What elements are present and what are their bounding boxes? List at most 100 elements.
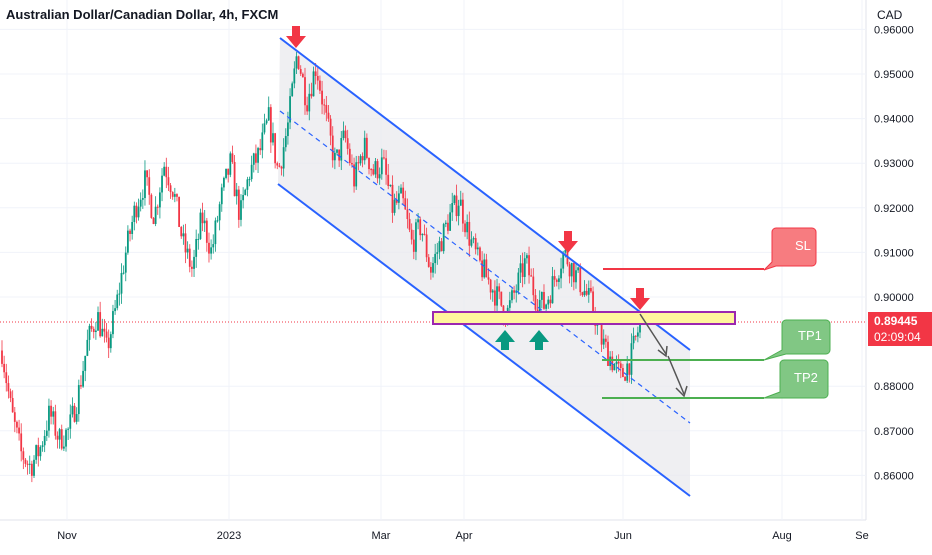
candle-body [212,244,215,248]
candle-body [237,189,240,220]
candle-body [144,170,146,199]
candle-body [609,356,612,366]
candle-body [90,325,93,329]
last-price-badge: 0.89445 02:09:04 [868,312,932,346]
candle-body [101,328,104,337]
tp2-label-box[interactable] [763,359,829,399]
projection-arrow-2[interactable] [667,355,685,395]
candle-body [193,256,195,269]
candle-body [99,312,102,337]
candle-body [103,328,106,332]
candle-body [291,83,294,97]
candle-body [455,195,458,217]
sl-label: SL [795,238,811,253]
candle-body [229,153,232,175]
candle-body [71,405,74,415]
candle-body [421,233,424,236]
candle-body [52,411,55,417]
candle-body [257,148,259,163]
candle-body [299,69,302,74]
candle-body [263,123,266,133]
candle-body [137,206,140,218]
candle-body [590,288,592,292]
candle-body [163,166,166,176]
candle-body [622,368,624,377]
candle-body [368,157,370,170]
candle-body [16,421,18,428]
candle-body [534,295,537,310]
candle-body [218,204,221,221]
candle-body [48,405,50,431]
candle-body [135,205,138,218]
candle-body [88,325,91,340]
candle-body [139,199,142,207]
candle-body [259,148,262,151]
candle-body [353,164,355,187]
tp2-label: TP2 [794,370,818,385]
candle-body [440,241,443,252]
candle-body [310,93,313,97]
candle-body [404,198,407,210]
candle-body [289,96,291,123]
y-tick-label: 0.90000 [874,292,914,304]
candle-body [255,153,257,163]
candle-body [575,270,577,283]
candle-body [278,165,281,167]
candle-body [470,239,473,246]
channel-upper-line[interactable] [279,37,691,351]
candle-body [427,257,430,267]
candle-body [60,429,63,449]
candle-body [62,446,65,449]
candle-body [308,93,311,112]
channel-lower-line[interactable] [277,183,691,497]
candle-body [447,222,449,231]
candle-body [191,266,193,269]
sl-label-box[interactable] [763,227,817,271]
projection-arrow-1-head [657,345,668,358]
candle-body [323,104,326,106]
red-down-arrow-icon [286,26,306,48]
candle-body [45,430,48,436]
candle-body [146,170,148,178]
projection-arrow-1[interactable] [639,313,667,355]
candle-body [511,290,513,301]
candle-body [54,411,57,436]
candle-body [58,429,61,440]
candle-body [338,149,341,161]
candle-body [619,363,622,369]
candle-body [195,239,198,257]
candle-body [515,290,518,293]
candle-body [555,279,558,282]
candle-body [517,272,520,291]
candle-body [543,292,545,309]
candle-body [178,196,181,227]
candle-body [274,133,277,164]
candle-body [636,332,639,337]
candle-body [449,212,451,231]
candle-body [114,308,116,312]
candle-body [508,300,511,308]
support-zone[interactable] [432,311,736,325]
candle-body [346,138,349,149]
candle-body [312,71,315,97]
candle-body [579,267,582,293]
candle-body [540,292,543,300]
x-tick-label: Aug [772,530,792,542]
channel-mid-line[interactable] [279,110,691,424]
candle-body [109,334,112,349]
candle-body [474,238,477,250]
candle-body [549,299,552,304]
candle-body [161,175,163,193]
candle-body [208,242,210,254]
candle-body [604,338,607,342]
candle-body [267,107,270,121]
candle-body [173,194,176,197]
candle-body [314,71,317,76]
tp1-label-box[interactable] [763,319,831,361]
candle-body [333,152,336,161]
candle-body [67,428,70,430]
candle-body [468,221,471,246]
candle-body [86,339,89,356]
